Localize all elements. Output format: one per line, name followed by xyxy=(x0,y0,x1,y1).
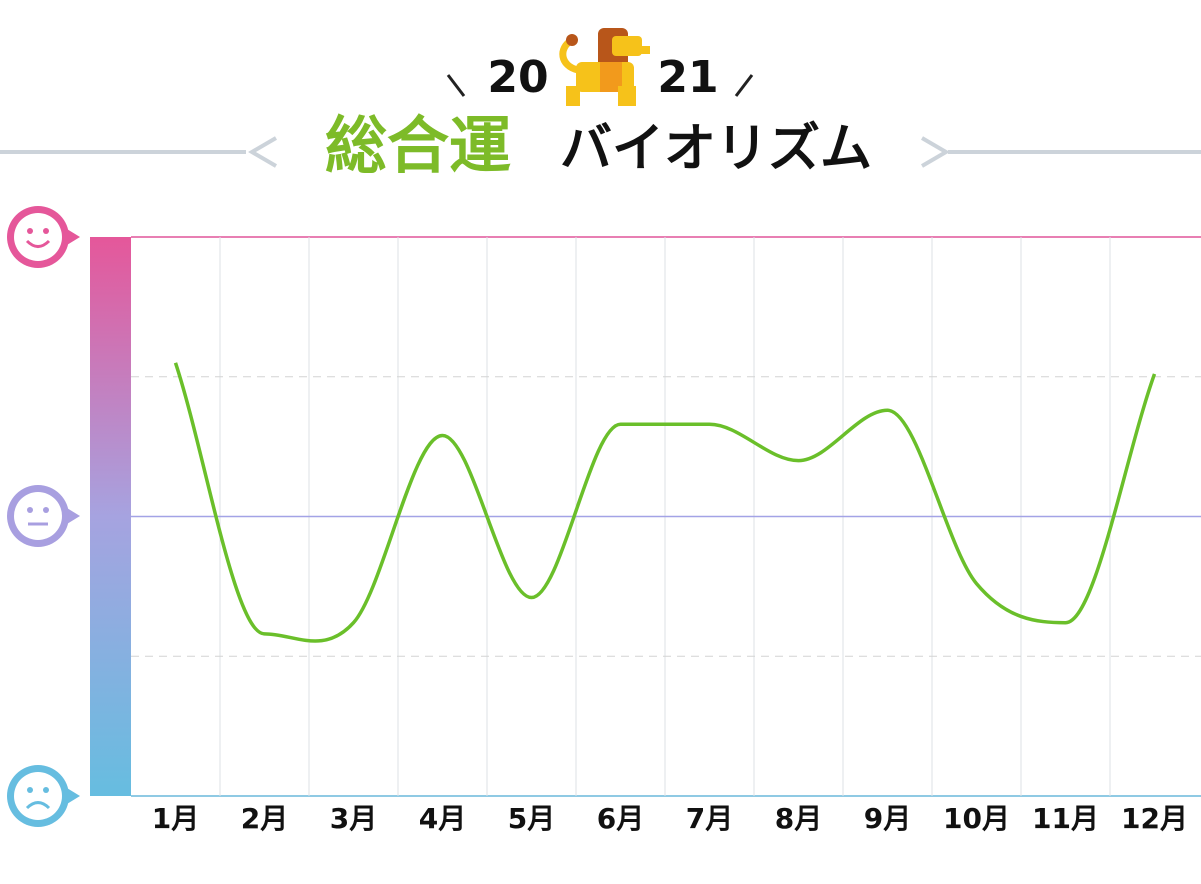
year-slash xyxy=(446,74,754,97)
title-main: 総合運 xyxy=(325,109,511,182)
x-tick-label: 9月 xyxy=(864,802,911,835)
x-tick-label: 5月 xyxy=(508,802,555,835)
lion-icon xyxy=(559,28,650,106)
mood-bar xyxy=(90,237,131,796)
x-tick-label: 7月 xyxy=(686,802,733,835)
happy-face xyxy=(7,206,80,268)
x-tick-label: 11月 xyxy=(1032,802,1099,835)
title-sub: バイオリズム xyxy=(560,119,872,179)
x-tick-label: 1月 xyxy=(152,802,199,835)
header-decoration xyxy=(0,136,1201,168)
x-tick-label: 3月 xyxy=(330,802,377,835)
x-tick-label: 6月 xyxy=(597,802,644,835)
x-tick-label: 10月 xyxy=(943,802,1010,835)
x-tick-label: 2月 xyxy=(241,802,288,835)
neutral-face xyxy=(7,485,80,547)
year-part: 21 xyxy=(657,52,718,103)
sad-face xyxy=(7,765,80,827)
year-part: 20 xyxy=(487,52,548,103)
x-tick-label: 12月 xyxy=(1121,802,1188,835)
x-tick-label: 4月 xyxy=(419,802,466,835)
x-tick-label: 8月 xyxy=(775,802,822,835)
biorhythm-line xyxy=(173,362,1157,643)
